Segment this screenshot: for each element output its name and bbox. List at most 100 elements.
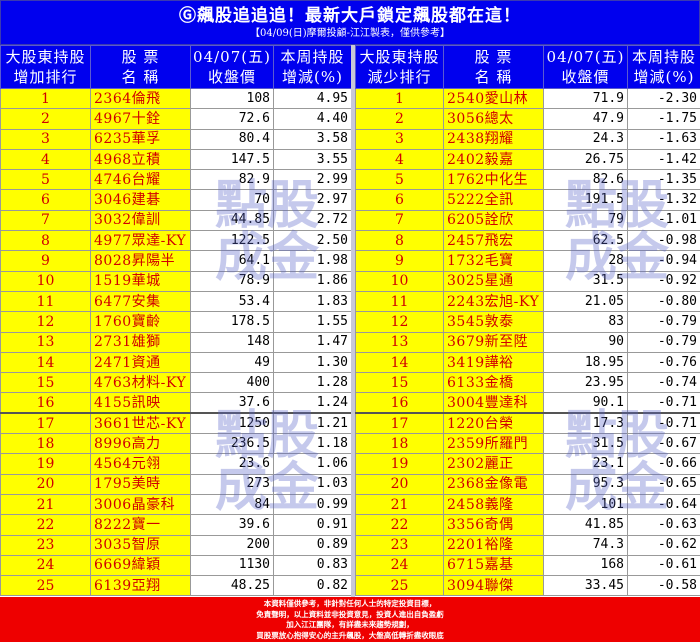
holding-change-cell: 3.55	[273, 148, 352, 171]
holding-change-cell: 1.28	[273, 372, 352, 394]
disclaimer-line: 免責聲明，以上資料並非投資意見，投資人進出自負盈虧	[256, 609, 444, 619]
table-row: 19 4564元翎 23.6 1.06	[0, 453, 352, 475]
table-row: 21 2458義隆 101 -0.64	[355, 493, 700, 516]
table-row: 13 2731雄獅 148 1.47	[0, 331, 352, 353]
stock-name-cell: 2368金像電	[443, 473, 544, 495]
rank-cell: 12	[355, 311, 444, 333]
table-row: 14 2471資通 49 1.30	[0, 351, 352, 374]
disclaimer-line: 買股票放心抱得安心的主升飆股，大盤高低轉折盡收眼底	[256, 630, 444, 640]
stock-name-cell: 6205詮欣	[443, 209, 544, 232]
close-price-cell: 24.3	[543, 128, 628, 150]
table-row: 24 6669緯穎 1130 0.83	[0, 554, 352, 577]
disclaimer-footer: 本資料僅供參考，非針對任何人士的特定投資目標， 免責聲明，以上資料並非投資意見，…	[0, 597, 700, 642]
holding-change-cell: 2.97	[273, 189, 352, 211]
stock-name-cell: 4155訊映	[90, 392, 191, 414]
close-price-cell: 273	[190, 473, 274, 495]
close-price-cell: 74.3	[543, 534, 628, 556]
close-price-cell: 82.6	[543, 169, 628, 191]
rank-cell: 23	[355, 534, 444, 556]
rank-cell: 17	[0, 412, 91, 435]
stock-name-cell: 3046建碁	[90, 189, 191, 211]
close-price-cell: 44.85	[190, 209, 274, 232]
holding-change-cell: 1.83	[273, 290, 352, 313]
close-price-cell: 78.9	[190, 270, 274, 292]
close-price-cell: 17.3	[543, 412, 628, 435]
close-price-cell: 47.9	[543, 108, 628, 130]
rank-cell: 16	[355, 392, 444, 414]
header-price: 04/07(五) 收盤價	[190, 45, 274, 89]
rank-cell: 7	[355, 209, 444, 232]
table-row: 21 3006晶豪科 84 0.99	[0, 493, 352, 516]
table-row: 4 2402毅嘉 26.75 -1.42	[355, 148, 700, 171]
rank-cell: 15	[0, 372, 91, 394]
close-price-cell: 21.05	[543, 290, 628, 313]
holding-change-cell: 1.21	[273, 412, 352, 435]
stock-name-cell: 3661世芯-KY	[90, 412, 191, 435]
table-row: 18 2359所羅門 31.5 -0.67	[355, 433, 700, 455]
stock-name-cell: 6715嘉基	[443, 554, 544, 577]
table-row: 5 1762中化生 82.6 -1.35	[355, 169, 700, 191]
table-row: 2 4967十銓 72.6 4.40	[0, 108, 352, 130]
close-price-cell: 62.5	[543, 230, 628, 252]
rank-cell: 9	[355, 250, 444, 272]
rank-cell: 10	[0, 270, 91, 292]
holding-change-cell: 0.99	[273, 493, 352, 516]
stock-name-cell: 3035智原	[90, 534, 191, 556]
holding-change-cell: -0.76	[627, 351, 700, 374]
table-row: 20 1795美時 273 1.03	[0, 473, 352, 495]
close-price-cell: 90.1	[543, 392, 628, 414]
stock-name-cell: 3679新至陞	[443, 331, 544, 353]
rank-cell: 17	[355, 412, 444, 435]
header-change: 本周持股 增減(%)	[273, 45, 352, 89]
close-price-cell: 90	[543, 331, 628, 353]
rank-cell: 14	[355, 351, 444, 374]
close-price-cell: 178.5	[190, 311, 274, 333]
holding-change-cell: -1.75	[627, 108, 700, 130]
holding-change-cell: -0.79	[627, 331, 700, 353]
close-price-cell: 48.25	[190, 575, 274, 597]
stock-name-cell: 2457飛宏	[443, 230, 544, 252]
table-row: 18 8996高力 236.5 1.18	[0, 433, 352, 455]
close-price-cell: 18.95	[543, 351, 628, 374]
close-price-cell: 101	[543, 493, 628, 516]
holding-change-cell: -0.71	[627, 392, 700, 414]
holding-change-cell: -0.63	[627, 514, 700, 536]
rank-cell: 20	[355, 473, 444, 495]
holding-change-cell: -0.80	[627, 290, 700, 313]
rank-cell: 11	[0, 290, 91, 313]
decrease-table: 大股東持股 減少排行 股 票名 稱 04/07(五) 收盤價 本周持股 增減(%) 1…	[355, 45, 700, 597]
rank-cell: 19	[355, 453, 444, 475]
stock-name-cell: 6669緯穎	[90, 554, 191, 577]
table-row: 6 5222全訊 191.5 -1.32	[355, 189, 700, 211]
stock-name-cell: 2359所羅門	[443, 433, 544, 455]
holding-change-cell: -1.35	[627, 169, 700, 191]
header-price: 04/07(五) 收盤價	[543, 45, 628, 89]
close-price-cell: 122.5	[190, 230, 274, 252]
holding-change-cell: -0.94	[627, 250, 700, 272]
stock-name-cell: 2438翔耀	[443, 128, 544, 150]
holding-change-cell: -0.62	[627, 534, 700, 556]
table-row: 25 6139亞翔 48.25 0.82	[0, 575, 352, 597]
rank-cell: 10	[355, 270, 444, 292]
holding-change-cell: -2.30	[627, 87, 700, 110]
rank-cell: 22	[355, 514, 444, 536]
stock-name-cell: 6133金橋	[443, 372, 544, 394]
rank-cell: 4	[0, 148, 91, 171]
close-price-cell: 79	[543, 209, 628, 232]
table-row: 24 6715嘉基 168 -0.61	[355, 554, 700, 577]
rank-cell: 3	[0, 128, 91, 150]
close-price-cell: 31.5	[543, 270, 628, 292]
holding-change-cell: -0.61	[627, 554, 700, 577]
holding-change-cell: 1.03	[273, 473, 352, 495]
holding-change-cell: 1.98	[273, 250, 352, 272]
holding-change-cell: 2.50	[273, 230, 352, 252]
stock-name-cell: 8028昇陽半	[90, 250, 191, 272]
table-row: 10 1519華城 78.9 1.86	[0, 270, 352, 292]
rank-cell: 13	[0, 331, 91, 353]
stock-name-cell: 3356奇偶	[443, 514, 544, 536]
close-price-cell: 71.9	[543, 87, 628, 110]
stock-name-cell: 3056總太	[443, 108, 544, 130]
stock-name-cell: 8996高力	[90, 433, 191, 455]
table-row: 1 2364倫飛 108 4.95	[0, 87, 352, 110]
table-row: 10 3025星通 31.5 -0.92	[355, 270, 700, 292]
